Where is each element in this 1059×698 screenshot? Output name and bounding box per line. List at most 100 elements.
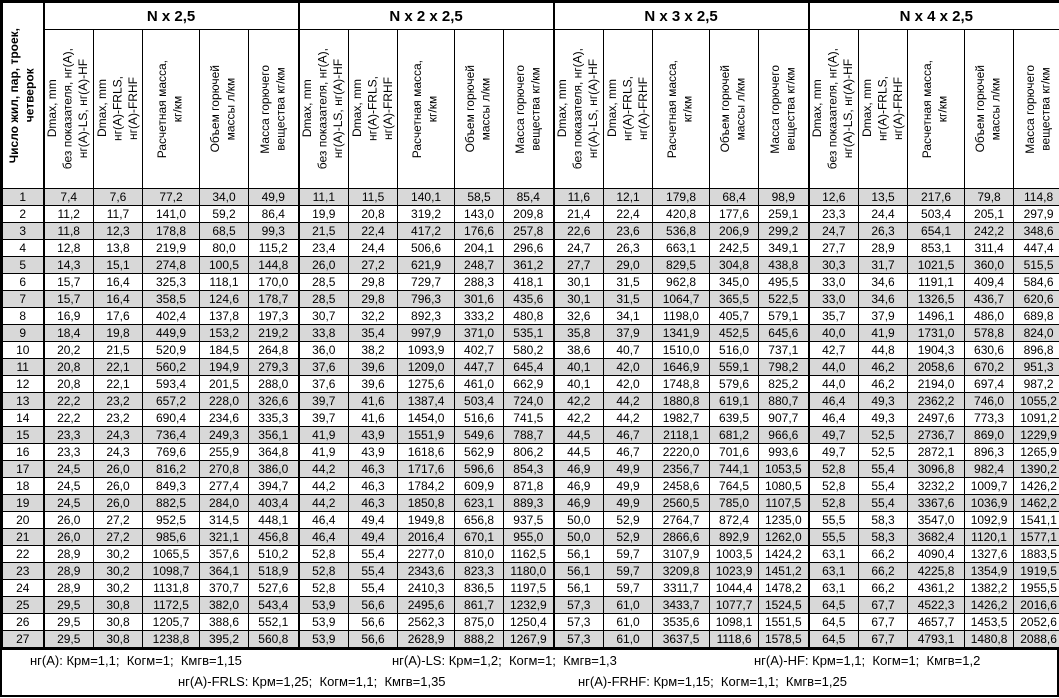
table-row: 20 26,0 27,2 952,5 314,5 448,1 46,4 49,4 1949,8 6…: [2, 511, 1059, 529]
table-cell: 824,0: [1013, 324, 1059, 342]
table-cell: 42,0: [603, 375, 654, 393]
table-cell: 49,9: [603, 460, 654, 478]
table-cell: 356,1: [247, 426, 300, 444]
table-cell: 30,7: [297, 307, 350, 325]
table-cell: 882,5: [142, 494, 200, 512]
table-cell: 987,2: [1013, 375, 1059, 393]
table-cell: 892,3: [397, 307, 456, 325]
table-cell: 41,6: [348, 409, 399, 427]
table-cell: 11,6: [552, 188, 605, 206]
table-cell: 44,2: [297, 477, 350, 495]
table-cell: 234,6: [199, 409, 249, 427]
table-cell: 44,0: [807, 358, 860, 376]
table-cell: 506,6: [397, 239, 456, 257]
table-cell: 30,8: [93, 613, 143, 631]
table-cell: 3433,7: [652, 596, 711, 614]
table-cell: 1524,5: [758, 596, 810, 614]
table-cell: 402,4: [142, 307, 200, 325]
table-cell: 28,5: [297, 290, 350, 308]
table-cell: 46,4: [297, 528, 350, 546]
table-cell: 67,7: [858, 596, 909, 614]
table-cell: 403,4: [247, 494, 300, 512]
table-cell: 46,4: [807, 392, 860, 410]
table-cell: 2872,1: [907, 443, 966, 461]
table-cell: 503,4: [454, 392, 505, 410]
table-cell: 58,3: [858, 511, 909, 529]
table-cell: 33,0: [807, 273, 860, 291]
table-cell: 993,6: [758, 443, 810, 461]
table-row: 16 23,3 24,3 769,6 255,9 364,8 41,9 43,9 1618,6 5…: [2, 443, 1059, 461]
table-cell: 52,8: [807, 460, 860, 478]
table-cell: 952,5: [142, 511, 200, 529]
table-cell: 40,7: [603, 341, 654, 359]
table-cell: 872,4: [709, 511, 760, 529]
table-row: 4 12,8 13,8 219,9 80,0 115,2 23,4 24,4 506,6 204,…: [2, 239, 1059, 257]
table-cell: 20,8: [42, 375, 94, 393]
table-cell: 23,3: [42, 443, 94, 461]
table-cell: 41,9: [858, 324, 909, 342]
table-cell: 137,8: [199, 307, 249, 325]
table-cell: 178,7: [247, 290, 300, 308]
table-cell: 861,7: [454, 596, 505, 614]
table-cell: 1451,2: [758, 562, 810, 580]
table-cell: 26,0: [93, 460, 143, 478]
table-cell: 480,8: [503, 307, 555, 325]
table-cell: 871,8: [503, 477, 555, 495]
table-cell: 274,8: [142, 256, 200, 274]
table-cell: 64,5: [807, 596, 860, 614]
table-cell: 515,5: [1013, 256, 1059, 274]
table-cell: 409,4: [964, 273, 1015, 291]
table-cell: 1480,8: [964, 630, 1015, 648]
footnote-ng-a-ls: нг(А)-LS: Крм=1,2; Когм=1; Кмгв=1,3: [392, 653, 617, 668]
table-cell: 951,3: [1013, 358, 1059, 376]
table-cell: 962,8: [652, 273, 711, 291]
table-cell: 630,6: [964, 341, 1015, 359]
table-cell: 42,2: [552, 392, 605, 410]
table-cell: 447,7: [454, 358, 505, 376]
table-cell: 41,9: [297, 443, 350, 461]
table-cell: 7,6: [93, 188, 143, 206]
table-cell: 277,4: [199, 477, 249, 495]
table-cell: 2497,6: [907, 409, 966, 427]
table-cell: 4090,4: [907, 545, 966, 563]
table-cell: 55,4: [858, 460, 909, 478]
table-cell: 559,1: [709, 358, 760, 376]
table-cell: 99,3: [247, 222, 300, 240]
table-cell: 29,5: [42, 630, 94, 648]
table-cell: 741,5: [503, 409, 555, 427]
table-cell: 823,3: [454, 562, 505, 580]
table-cell: 3547,0: [907, 511, 966, 529]
table-cell: 39,7: [297, 392, 350, 410]
table-cell: 560,8: [247, 630, 300, 648]
table-cell: 24,5: [42, 477, 94, 495]
table-cell: 41,9: [297, 426, 350, 444]
table-cell: 178,8: [142, 222, 200, 240]
table-row: 2 11,2 11,7 141,0 59,2 86,4 19,9 20,8 319,2 143,0…: [2, 205, 1059, 223]
table-cell: 773,3: [964, 409, 1015, 427]
table-cell: 209,8: [503, 205, 555, 223]
column-header-cell: Масса горючего вещества кг/км: [503, 29, 555, 189]
table-cell: 1023,9: [709, 562, 760, 580]
table-cell: 49,4: [348, 528, 399, 546]
table-cell: 26,0: [297, 256, 350, 274]
table-cell: 1646,9: [652, 358, 711, 376]
table-row: 21 26,0 27,2 985,6 321,1 456,8 46,4 49,4 2016,4 6…: [2, 528, 1059, 546]
row-number-cell: 19: [2, 494, 44, 512]
table-cell: 584,6: [1013, 273, 1059, 291]
row-number-cell: 21: [2, 528, 44, 546]
footnote-ng-a-hf: нг(А)-HF: Крм=1,1; Когм=1; Кмгв=1,2: [754, 653, 981, 668]
table-cell: 1387,4: [397, 392, 456, 410]
table-row: 8 16,9 17,6 402,4 137,8 197,3 30,7 32,2 892,3 333…: [2, 307, 1059, 325]
table-cell: 59,2: [199, 205, 249, 223]
table-cell: 535,1: [503, 324, 555, 342]
table-cell: 806,2: [503, 443, 555, 461]
table-cell: 543,4: [247, 596, 300, 614]
table-cell: 370,7: [199, 579, 249, 597]
table-cell: 1044,4: [709, 579, 760, 597]
table-cell: 2016,6: [1013, 596, 1059, 614]
table-cell: 184,5: [199, 341, 249, 359]
table-cell: 299,2: [758, 222, 810, 240]
table-cell: 1275,6: [397, 375, 456, 393]
table-cell: 836,5: [454, 579, 505, 597]
table-row: 12 20,8 22,1 593,4 201,5 288,0 37,6 39,6 1275,6 4…: [2, 375, 1059, 393]
